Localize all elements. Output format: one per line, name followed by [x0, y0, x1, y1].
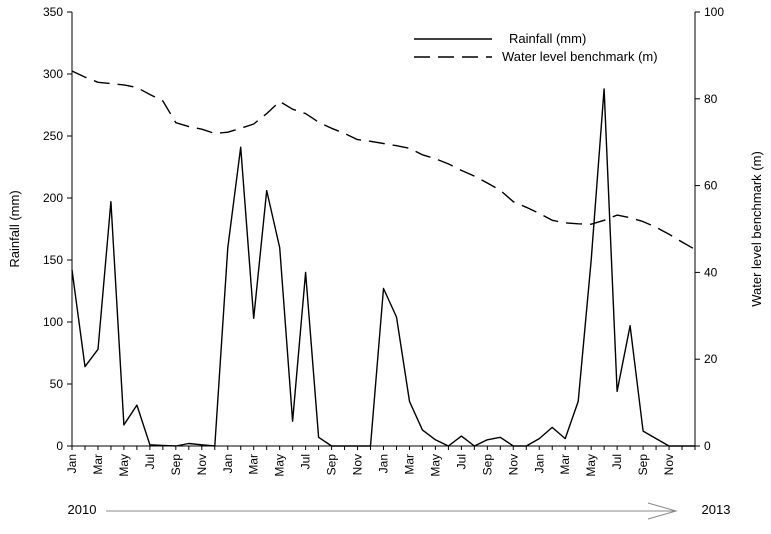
left-tick-label: 0	[56, 439, 63, 453]
right-axis-ticks: 0 20 40 60 80 100	[695, 5, 724, 453]
left-axis-ticks: 0 50 100 150 200 250 300 350	[43, 5, 72, 453]
left-tick-label: 200	[43, 191, 63, 205]
right-tick-label: 20	[704, 352, 718, 366]
right-tick-label: 80	[704, 92, 718, 106]
x-tick-label: May	[428, 454, 442, 477]
left-tick-label: 150	[43, 253, 63, 267]
x-tick-label: Jul	[454, 454, 468, 469]
x-tick-label: Nov	[662, 454, 676, 475]
x-tick-label: Jul	[299, 454, 313, 469]
year-range-arrow-head	[647, 502, 678, 520]
x-tick-label: Mar	[247, 454, 261, 475]
x-tick-label: Mar	[402, 454, 416, 475]
x-tick-label: Jan	[221, 454, 235, 473]
x-tick-label: Jul	[610, 454, 624, 469]
x-tick-label: Jan	[65, 454, 79, 473]
x-tick-label: Nov	[195, 454, 209, 475]
year-start-label: 2010	[68, 502, 97, 517]
x-tick-label: Sep	[636, 454, 650, 476]
x-tick-label: May	[117, 454, 131, 477]
plot-frame	[71, 12, 696, 447]
x-axis-ticks: Jan Mar May Jul Sep Nov Jan Mar May Jul Sep Nov Jan M…	[65, 446, 696, 477]
x-tick-label: May	[584, 454, 598, 477]
x-tick-label: Sep	[169, 454, 183, 476]
legend-rainfall-label: Rainfall (mm)	[509, 31, 586, 46]
legend-water-level-label: Water level benchmark (m)	[502, 49, 658, 64]
left-tick-label: 50	[50, 377, 64, 391]
water-level-series-line	[71, 70, 696, 251]
left-tick-label: 300	[43, 67, 63, 81]
series-layer	[71, 70, 696, 447]
x-tick-label: Jan	[377, 454, 391, 473]
x-tick-label: Sep	[480, 454, 494, 476]
year-range-indicator: 2010 2013	[68, 502, 731, 520]
right-tick-label: 100	[704, 5, 724, 19]
right-tick-label: 40	[704, 265, 718, 279]
left-tick-label: 350	[43, 5, 63, 19]
legend: Rainfall (mm) Water level benchmark (m)	[414, 31, 658, 64]
x-tick-label: May	[273, 454, 287, 477]
left-tick-label: 100	[43, 315, 63, 329]
x-tick-label: Mar	[558, 454, 572, 475]
x-tick-label: Nov	[506, 454, 520, 475]
x-tick-label: Jan	[532, 454, 546, 473]
year-end-label: 2013	[702, 502, 731, 517]
right-tick-label: 0	[704, 439, 711, 453]
right-tick-label: 60	[704, 179, 718, 193]
x-tick-label: Mar	[91, 454, 105, 475]
x-tick-label: Sep	[325, 454, 339, 476]
x-tick-label: Jul	[143, 454, 157, 469]
x-tick-label: Nov	[351, 454, 365, 475]
rainfall-series-line	[71, 88, 695, 447]
left-axis-title: Rainfall (mm)	[7, 190, 22, 267]
right-axis-title: Water level benchmark (m)	[749, 151, 764, 307]
left-tick-label: 250	[43, 129, 63, 143]
